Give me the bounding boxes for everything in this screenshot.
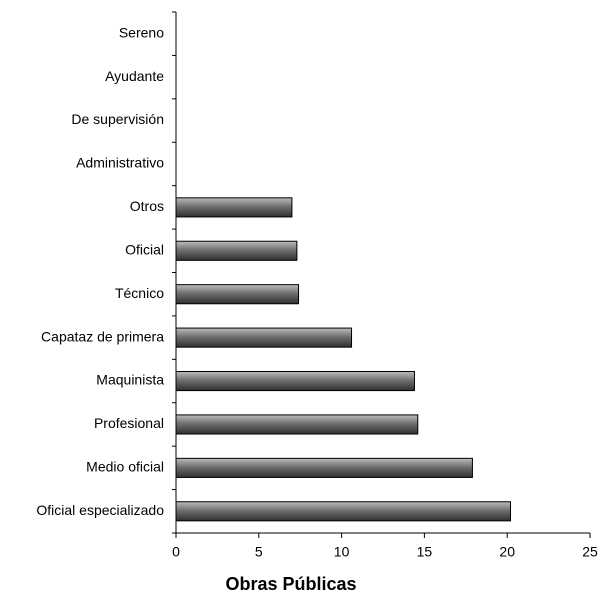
x-tick-label: 20 (499, 544, 515, 560)
bar (175, 240, 298, 261)
x-tick-label: 5 (255, 544, 263, 560)
x-tick-label: 25 (582, 544, 598, 560)
y-tick-label: Oficial especializado (36, 502, 164, 518)
y-tick-label: Profesional (94, 415, 164, 431)
y-tick-label: De supervisión (71, 111, 164, 127)
bar (175, 457, 473, 478)
y-tick-label: Sereno (119, 24, 164, 40)
x-tick-label: 15 (417, 544, 433, 560)
x-tick-label: 0 (172, 544, 180, 560)
y-tick-label: Otros (130, 198, 164, 214)
bar (175, 197, 293, 218)
bar (175, 501, 512, 522)
y-tick-label: Administrativo (76, 155, 164, 171)
bar (175, 327, 353, 348)
y-tick-label: Capataz de primera (41, 328, 164, 344)
y-tick-label: Maquinista (96, 372, 164, 388)
bar (175, 414, 419, 435)
x-axis-title: Obras Públicas (225, 574, 356, 594)
y-tick-label: Ayudante (105, 68, 164, 84)
y-tick-label: Oficial (125, 241, 164, 257)
y-tick-label: Medio oficial (86, 459, 164, 475)
bar (175, 284, 300, 305)
y-tick-label: Técnico (115, 285, 164, 301)
bar (175, 370, 415, 392)
x-tick-label: 10 (334, 544, 350, 560)
